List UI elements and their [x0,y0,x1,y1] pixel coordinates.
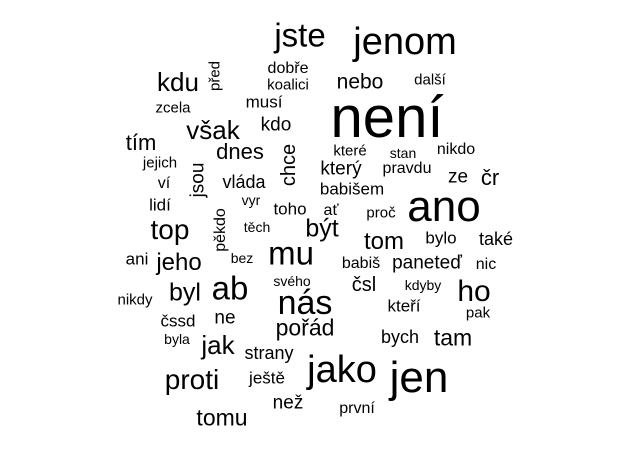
word-dalsi: další [414,71,446,89]
word-jen: jen [389,353,449,402]
word-vlada: vláda [222,172,266,192]
word-porad: pořád [275,314,335,341]
word-ze: ze [447,166,469,188]
word-nas: nás [277,284,333,322]
word-nikdy: nikdy [117,291,153,309]
word-take: také [478,229,514,249]
word-ktere: které [333,142,367,160]
word-proti: proti [164,364,220,395]
word-lidi: lidí [149,195,171,215]
word-tim: tím [125,130,157,155]
word-cr: čr [480,165,500,190]
word-ho: ho [457,275,491,308]
word-musi: musí [245,92,283,112]
word-vyr: vyr [241,192,261,208]
word-tam: tam [433,324,473,351]
word-nez: než [272,392,304,414]
word-zcela: zcela [155,99,191,117]
word-vsak: však [186,115,240,145]
word-vi: ví [157,175,171,192]
word-strany: strany [244,343,294,363]
word-mu: mu [268,234,314,272]
word-byt: být [305,214,339,243]
word-ktery: který [320,158,362,180]
word-tech: těch [243,219,271,235]
word-jeste: ještě [249,368,285,388]
word-kdo: kdo [260,114,292,136]
word-nic: nic [475,256,497,273]
word-toho: toho [273,199,307,219]
word-pred: před [206,60,224,92]
word-cssd: čssd [160,311,196,331]
word-bez: bez [230,250,254,266]
word-prvni: první [339,400,375,417]
word-pekdo: pěkdo [212,208,229,252]
word-bylo: bylo [425,228,457,248]
word-ano: ano [407,182,481,231]
word-jejich: jejich [142,154,178,172]
word-neni: není [330,85,444,150]
word-pak: pak [465,304,491,322]
word-babis: babiš [341,255,381,272]
word-jako: jako [307,349,377,391]
word-dnes: dnes [216,139,264,164]
word-jsou: jsou [187,162,209,198]
word-tomu: tomu [196,404,248,431]
word-ani: ani [125,249,149,269]
word-chce: chce [278,143,300,187]
word-jeho: jeho [156,249,202,276]
word-byla: byla [164,331,190,347]
word-pravdu: pravdu [382,160,432,177]
word-nikdo: nikdo [436,141,476,158]
word-csl: čsl [351,274,377,296]
word-byl: byl [169,278,201,307]
word-tom: tom [363,228,405,255]
word-koalici: koalici [267,76,309,94]
word-kdu: kdu [157,67,199,97]
word-jak: jak [201,330,235,360]
word-jste: jste [274,16,326,54]
word-at: ať [323,202,339,219]
word-top: top [150,214,190,245]
word-kdyby: kdyby [404,277,442,293]
word-proc: proč [366,204,396,222]
word-bych: bych [380,327,420,347]
word-nebo: nebo [336,70,384,94]
word-ab: ab [211,269,249,307]
word-jenom: jenom [353,21,457,63]
word-paneted: paneteď [392,252,462,274]
word-babisem: babišem [319,179,385,199]
word-stan: stan [389,145,417,161]
word-ne: ne [214,307,236,329]
word-dobre: dobře [267,60,309,77]
word-kteri: kteří [387,296,421,316]
word-sveho: svého [273,273,311,289]
